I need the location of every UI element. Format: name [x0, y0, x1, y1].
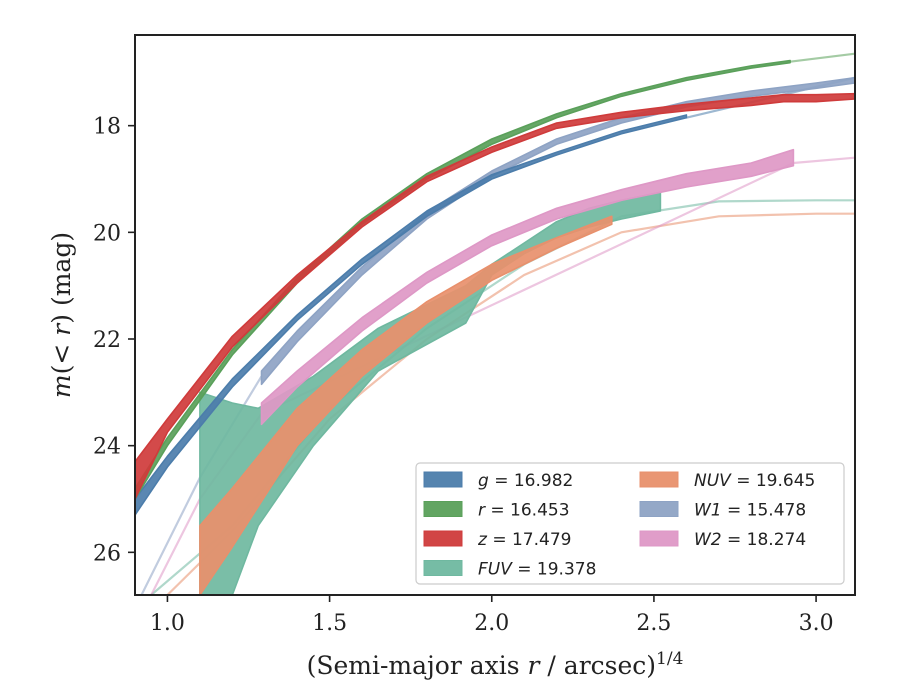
legend-entry-fuv: FUV = 19.378: [478, 560, 596, 580]
legend-entry-z: z = 17.479: [477, 530, 571, 550]
x-tick-label: 1.5: [312, 611, 347, 636]
series-band-z: [135, 92, 855, 500]
series-band-g: [135, 114, 688, 516]
x-axis-title: (Semi-major axis r / arcsec)1/4: [307, 649, 684, 680]
y-tick-label: 24: [93, 435, 121, 460]
y-axis-ticks: 18 20 22 24 26: [93, 115, 135, 566]
legend-box: [415, 462, 845, 585]
series-band-w1: [260, 76, 855, 386]
legend-swatch-w2: [639, 530, 679, 547]
legend-swatch-w1: [639, 501, 679, 517]
y-axis-title: m(< r) (mag): [47, 232, 76, 398]
series-band-w2: [260, 148, 795, 426]
plot-area: [135, 52, 855, 595]
model-line-r: [789, 52, 855, 63]
x-tick-label: 2.0: [474, 611, 509, 636]
x-tick-label: 3.0: [799, 611, 834, 636]
plot-frame: [134, 34, 856, 596]
legend-swatch-g: [423, 471, 463, 488]
x-tick-label: 2.5: [636, 611, 671, 636]
legend-entry-nuv: NUV = 19.645: [694, 471, 815, 491]
legend-entry-g: g = 16.982: [478, 471, 573, 491]
legend-entry-w2: W2 = 18.274: [694, 530, 806, 550]
legend-swatch-z: [423, 530, 463, 547]
x-tick-label: 1.0: [150, 611, 185, 636]
series-band-fuv: [199, 191, 662, 595]
y-tick-label: 22: [93, 328, 121, 353]
legend: g = 16.982 r = 16.453 z = 17.479 FUV = 19.3…: [415, 462, 845, 585]
legend-swatch-r: [423, 501, 463, 517]
y-tick-label: 20: [93, 221, 121, 246]
y-tick-label: 18: [93, 115, 121, 140]
series-band-nuv: [199, 215, 613, 595]
legend-swatch-fuv: [423, 560, 463, 576]
legend-entry-r: r = 16.453: [478, 501, 570, 521]
legend-entry-w1: W1 = 15.478: [694, 501, 806, 521]
legend-swatch-nuv: [639, 471, 679, 488]
x-axis-ticks: 1.0 1.5 2.0 2.5 3.0: [150, 595, 834, 636]
y-tick-label: 26: [93, 541, 121, 566]
